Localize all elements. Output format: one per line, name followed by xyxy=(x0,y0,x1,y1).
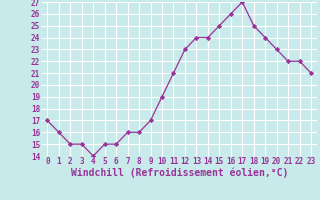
X-axis label: Windchill (Refroidissement éolien,°C): Windchill (Refroidissement éolien,°C) xyxy=(70,168,288,178)
